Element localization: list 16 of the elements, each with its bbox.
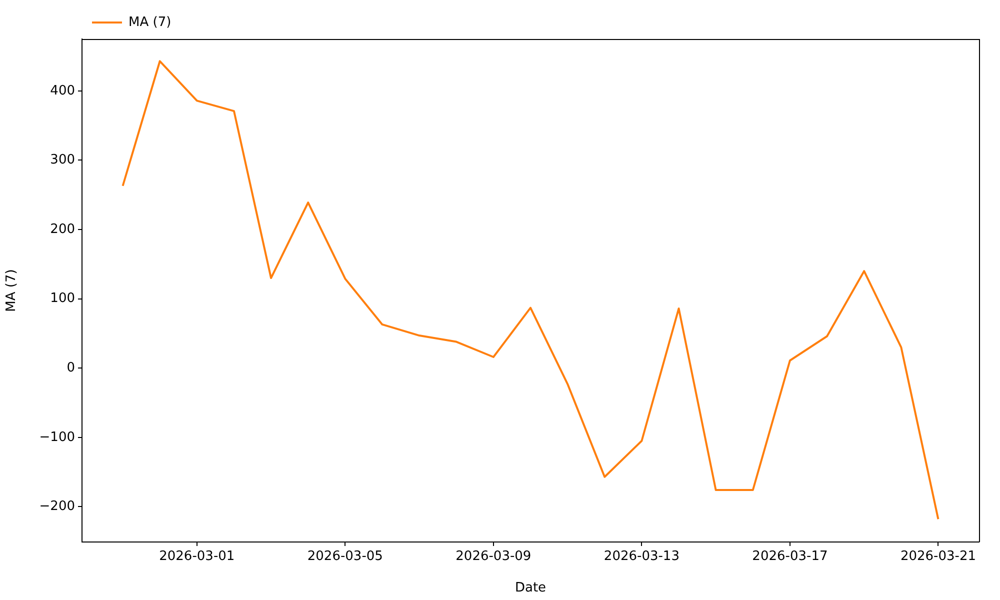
x-tick-label: 2026-03-13 xyxy=(604,549,680,564)
x-axis-title: Date xyxy=(514,580,546,596)
legend-label: MA (7) xyxy=(128,14,172,30)
x-tick-label: 2026-03-01 xyxy=(159,549,235,564)
x-tick-label: 2026-03-21 xyxy=(900,549,976,564)
x-tick-label: 2026-03-09 xyxy=(456,549,532,564)
y-tick-label: 0 xyxy=(66,360,75,376)
y-tick-label: 400 xyxy=(50,83,75,98)
x-tick-label: 2026-03-05 xyxy=(307,549,383,564)
y-tick-label: 100 xyxy=(50,291,75,306)
y-tick-label: −100 xyxy=(39,430,75,445)
y-tick-label: 200 xyxy=(50,222,75,237)
y-tick-label: 300 xyxy=(50,152,75,168)
x-tick-label: 2026-03-17 xyxy=(752,549,828,564)
y-tick-label: −200 xyxy=(39,499,75,514)
y-axis-title: MA (7) xyxy=(4,269,20,312)
